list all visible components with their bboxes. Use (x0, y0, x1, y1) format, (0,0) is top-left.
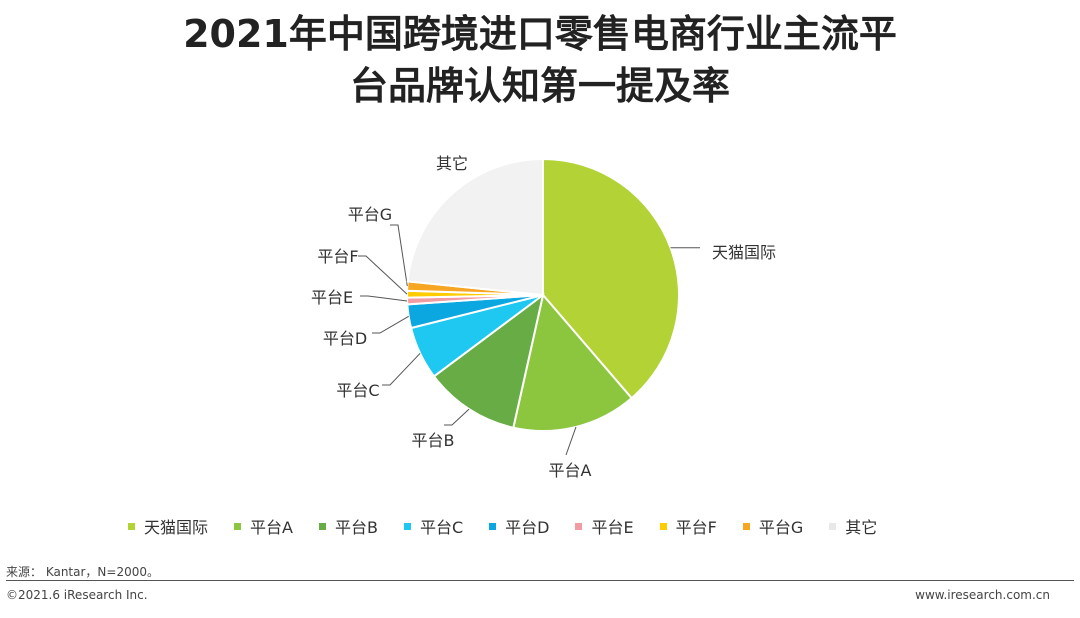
slice-label-3: 平台C (336, 381, 379, 400)
title-line-1: 2021年中国跨境进口零售电商行业主流平 (183, 12, 897, 56)
slice-label-0: 天猫国际 (712, 243, 776, 262)
legend-label-0: 天猫国际 (144, 518, 209, 537)
slice-label-8: 其它 (436, 154, 468, 173)
legend-item-4: 平台D (489, 514, 549, 538)
legend-item-5: 平台E (575, 514, 634, 538)
slice-label-1: 平台A (549, 461, 592, 480)
title-line-2: 台品牌认知第一提及率 (349, 64, 730, 108)
legend-swatch-7 (742, 522, 750, 530)
legend-swatch-1 (234, 522, 242, 530)
legend-label-2: 平台B (334, 518, 378, 537)
legend-label-3: 平台C (419, 518, 464, 537)
leader-line-3 (382, 352, 421, 386)
legend-swatch-2 (318, 522, 326, 530)
copyright-text: ©2021.6 iResearch Inc. (6, 588, 148, 602)
legend-swatch-0 (128, 522, 135, 530)
chart-legend: 天猫国际 平台A 平台B 平台C 平台D 平台E 平台F 平台G 其它 (128, 514, 903, 538)
leader-line-5 (360, 295, 408, 302)
slice-label-7: 平台G (348, 205, 392, 224)
website-link[interactable]: www.iresearch.com.cn (915, 588, 1050, 602)
leader-line-2 (444, 408, 470, 426)
legend-label-4: 平台D (505, 518, 550, 537)
leader-line-6 (358, 255, 408, 295)
legend-item-0: 天猫国际 (128, 514, 208, 538)
legend-swatch-3 (403, 522, 411, 530)
slice-label-5: 平台E (311, 288, 353, 307)
legend-item-6: 平台F (659, 514, 717, 538)
pie-slice-8 (406, 157, 544, 297)
legend-label-1: 平台A (250, 518, 293, 537)
slice-label-6: 平台F (317, 247, 358, 266)
legend-swatch-5 (575, 522, 583, 530)
slice-label-4: 平台D (323, 329, 367, 348)
pie-slice-2 (432, 292, 545, 429)
legend-item-2: 平台B (318, 514, 378, 538)
leader-line-1 (565, 426, 577, 456)
legend-item-1: 平台A (234, 514, 293, 538)
source-note: 来源： Kantar，N=2000。 (6, 565, 159, 579)
legend-swatch-8 (829, 522, 837, 530)
legend-swatch-4 (489, 522, 497, 530)
pie-slice-1 (512, 292, 634, 432)
leader-line-4 (372, 315, 409, 334)
legend-item-8: 其它 (829, 514, 877, 538)
footer-divider (6, 580, 1074, 581)
leader-line-7 (390, 224, 408, 287)
slice-label-2: 平台B (412, 431, 455, 450)
legend-label-7: 平台G (758, 518, 804, 537)
legend-label-6: 平台F (675, 518, 717, 537)
legend-item-3: 平台C (403, 514, 464, 538)
legend-item-7: 平台G (742, 514, 804, 538)
legend-label-5: 平台E (591, 518, 634, 537)
pie-slice-0 (542, 157, 680, 400)
legend-swatch-6 (659, 522, 667, 530)
chart-title: 2021年中国跨境进口零售电商行业主流平 台品牌认知第一提及率 (0, 8, 1080, 112)
legend-label-8: 其它 (845, 518, 878, 537)
